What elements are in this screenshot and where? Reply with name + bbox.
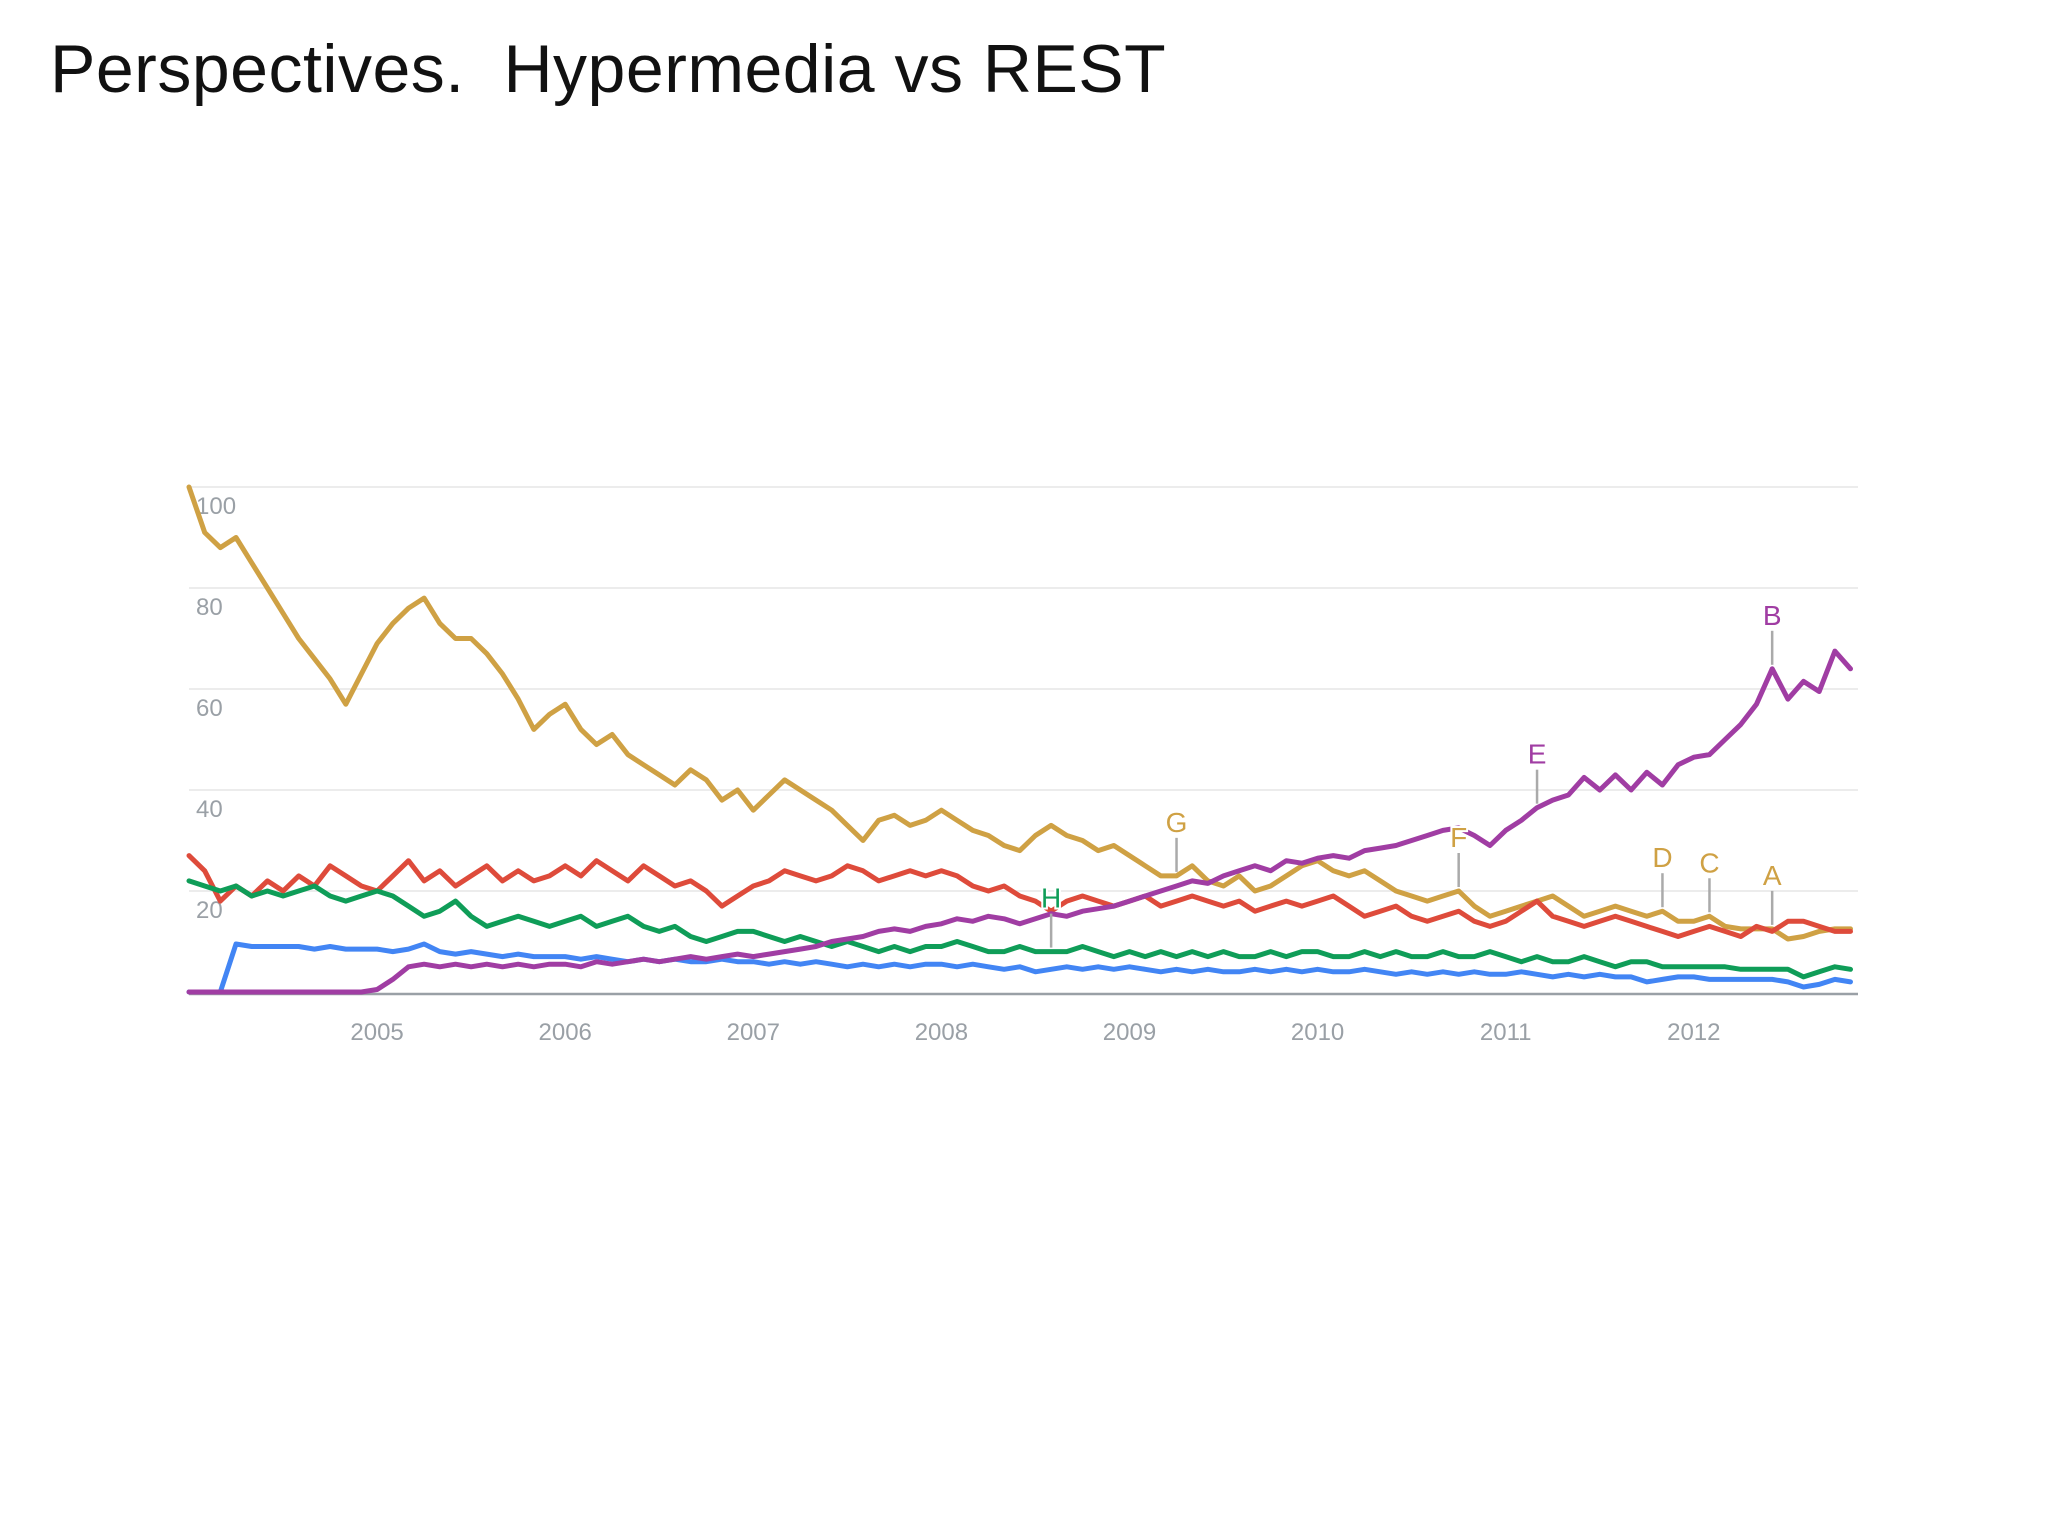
x-axis-label-2011: 2011 [1480, 1019, 1532, 1046]
x-axis-label-2006: 2006 [539, 1019, 592, 1046]
annotation-D-label: D [1652, 842, 1672, 873]
annotation-A-label: A [1763, 860, 1782, 891]
series-red-line [186, 853, 1853, 939]
x-axis-label-2009: 2009 [1103, 1019, 1156, 1046]
annotation-E-label: E [1528, 739, 1547, 770]
x-axis-label-2005: 2005 [350, 1019, 403, 1046]
y-axis-label-40: 40 [196, 796, 223, 823]
series-gold-line [186, 484, 1853, 942]
x-axis-label-2007: 2007 [727, 1019, 780, 1046]
x-axis-label-2008: 2008 [915, 1019, 968, 1046]
x-axis-label-2010: 2010 [1291, 1019, 1344, 1046]
series-blue-line [186, 941, 1853, 995]
y-axis-label-60: 60 [196, 695, 223, 722]
annotation-H-label: H [1041, 883, 1061, 914]
series-green-line [186, 878, 1853, 980]
y-axis-label-100: 100 [196, 493, 236, 520]
annotation-B-label: B [1763, 600, 1782, 631]
annotation-F-label: F [1450, 822, 1467, 853]
annotation-G-label: G [1166, 807, 1188, 838]
y-axis-label-80: 80 [196, 594, 223, 621]
x-axis-label-2012: 2012 [1667, 1019, 1720, 1046]
series-purple-line [186, 648, 1853, 995]
annotation-C-label: C [1699, 847, 1719, 878]
slide-title: Perspectives. Hypermedia vs REST [50, 31, 1167, 107]
